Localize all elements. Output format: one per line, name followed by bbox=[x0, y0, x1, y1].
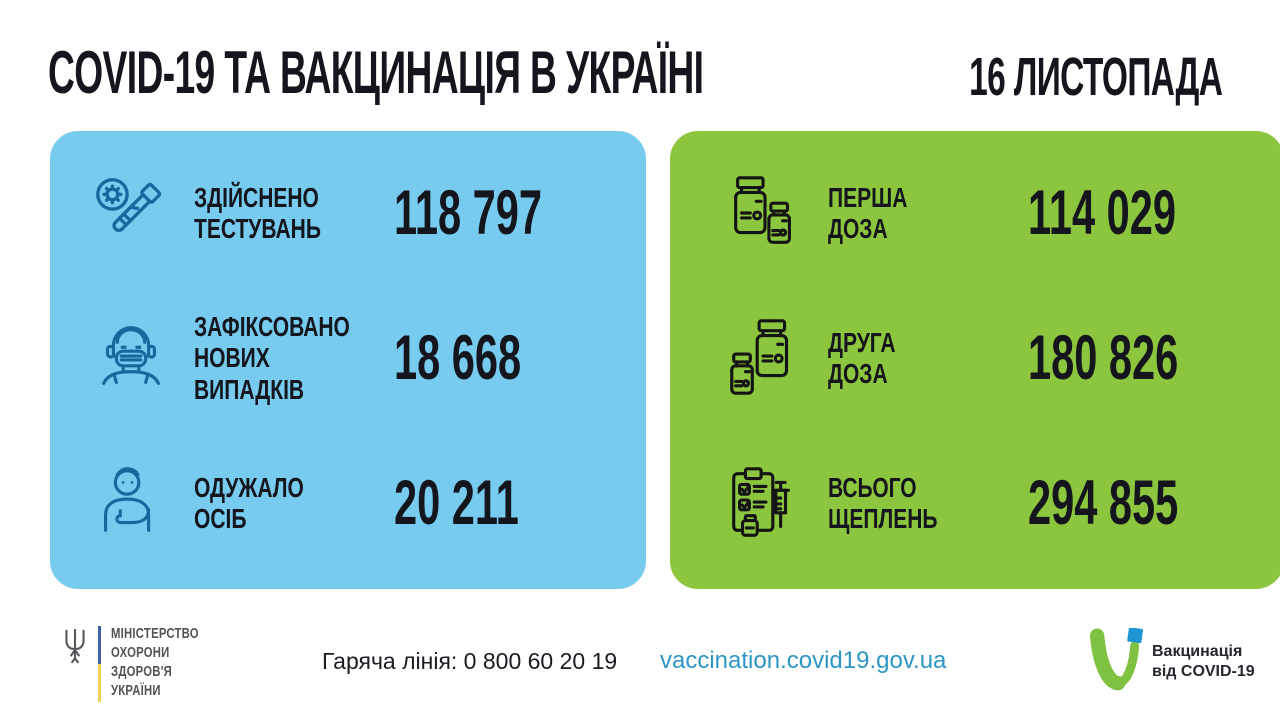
new-cases-row: ЗАФІКСОВАНО НОВИХ ВИПАДКІВ 18 668 bbox=[88, 294, 618, 422]
stat-value: 114 029 bbox=[1028, 178, 1177, 248]
vaccination-stats-card: ПЕРША ДОЗА 114 029 bbox=[670, 131, 1280, 589]
recovered-row: ОДУЖАЛО ОСІБ 20 211 bbox=[88, 439, 618, 567]
first-dose-row: ПЕРША ДОЗА 114 029 bbox=[722, 149, 1256, 277]
stat-label: ВСЬОГО ЩЕПЛЕНЬ bbox=[828, 471, 938, 534]
test-tube-virus-icon bbox=[88, 170, 174, 256]
stats-cards: ЗДІЙСНЕНО ТЕСТУВАНЬ 118 797 bbox=[50, 131, 1280, 589]
stat-value: 18 668 bbox=[394, 323, 522, 393]
stat-label: ПЕРША ДОЗА bbox=[828, 181, 908, 244]
stat-label: ДРУГА ДОЗА bbox=[828, 326, 896, 389]
flag-bar-yellow bbox=[98, 664, 101, 702]
stat-label: ОДУЖАЛО ОСІБ bbox=[194, 471, 304, 534]
ministry-flag-bar bbox=[98, 626, 101, 702]
recovered-person-icon bbox=[88, 460, 174, 546]
footer: МІНІСТЕРСТВО ОХОРОНИ ЗДОРОВ'Я УКРАЇНИ Га… bbox=[0, 610, 1280, 720]
flag-bar-blue bbox=[98, 626, 101, 664]
tests-row: ЗДІЙСНЕНО ТЕСТУВАНЬ 118 797 bbox=[88, 149, 618, 277]
stat-value: 294 855 bbox=[1028, 468, 1179, 538]
second-dose-row: ДРУГА ДОЗА 180 826 bbox=[722, 294, 1256, 422]
vaccination-logo-label: Вакцинація від COVID-19 bbox=[1152, 643, 1255, 681]
masked-person-icon bbox=[88, 315, 174, 401]
vaccination-v-logo bbox=[1089, 628, 1144, 691]
ministry-logo: МІНІСТЕРСТВО ОХОРОНИ ЗДОРОВ'Я УКРАЇНИ bbox=[62, 624, 224, 702]
stat-value: 20 211 bbox=[394, 468, 519, 538]
vaccination-website-link[interactable]: vaccination.covid19.gov.ua bbox=[660, 647, 947, 674]
stat-label: ЗАФІКСОВАНО НОВИХ ВИПАДКІВ bbox=[194, 310, 350, 405]
total-vaccinations-row: ВСЬОГО ЩЕПЛЕНЬ 294 855 bbox=[722, 439, 1256, 567]
vaccine-vials-icon bbox=[722, 315, 808, 401]
report-date: 16 ЛИСТОПАДА bbox=[968, 47, 1223, 107]
stat-label: ЗДІЙСНЕНО ТЕСТУВАНЬ bbox=[194, 181, 321, 244]
page-title: COVID-19 ТА ВАКЦИНАЦІЯ В УКРАЇНІ bbox=[48, 39, 704, 106]
hotline-number: Гаряча лінія: 0 800 60 20 19 bbox=[322, 648, 618, 674]
stat-value: 118 797 bbox=[394, 178, 543, 248]
trident-icon bbox=[65, 628, 85, 664]
ministry-name: МІНІСТЕРСТВО ОХОРОНИ ЗДОРОВ'Я УКРАЇНИ bbox=[111, 626, 199, 699]
covid-stats-card: ЗДІЙСНЕНО ТЕСТУВАНЬ 118 797 bbox=[50, 131, 647, 589]
stat-value: 180 826 bbox=[1028, 323, 1179, 393]
vaccine-vials-icon bbox=[722, 170, 808, 256]
clipboard-syringe-icon bbox=[722, 460, 808, 546]
